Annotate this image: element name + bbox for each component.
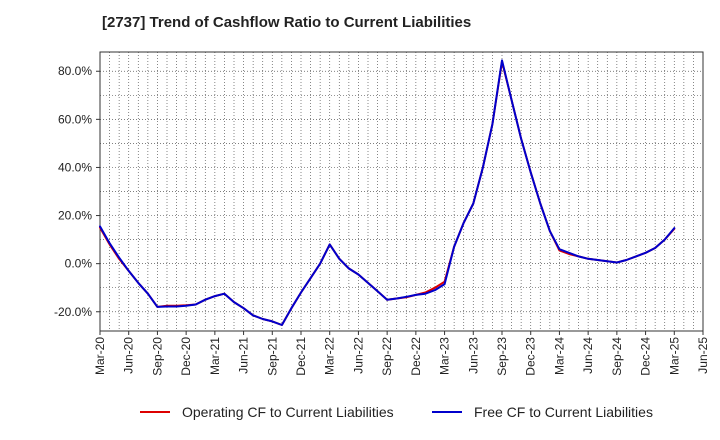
- x-tick-label: Jun-20: [122, 337, 136, 374]
- y-tick-label: 60.0%: [58, 112, 92, 126]
- x-tick-label: Mar-21: [208, 337, 222, 375]
- chart-title: [2737] Trend of Cashflow Ratio to Curren…: [102, 14, 472, 31]
- x-tick-label: Mar-23: [438, 337, 452, 375]
- legend-item-operating-cf: Operating CF to Current Liabilities: [140, 404, 394, 420]
- x-tick-label: Dec-22: [409, 337, 423, 376]
- y-tick-label: 80.0%: [58, 64, 92, 78]
- x-tick-label: Dec-20: [179, 337, 193, 376]
- y-tick-label: -20.0%: [54, 305, 92, 319]
- legend: Operating CF to Current Liabilities Free…: [0, 404, 720, 426]
- x-tick-label: Sep-21: [265, 337, 279, 376]
- x-tick-label: Mar-20: [93, 337, 107, 375]
- y-tick-label: 40.0%: [58, 160, 92, 174]
- y-tick-label: 0.0%: [65, 257, 93, 271]
- x-tick-label: Mar-22: [323, 337, 337, 375]
- plot-area: [100, 52, 703, 331]
- x-tick-label: Sep-22: [380, 337, 394, 376]
- x-tick-label: Jun-25: [696, 337, 710, 374]
- x-tick-label: Dec-24: [639, 337, 653, 376]
- plot-frame: [99, 51, 704, 332]
- legend-item-free-cf: Free CF to Current Liabilities: [432, 404, 653, 420]
- legend-swatch-free-cf: [432, 411, 462, 413]
- x-tick-label: Mar-25: [667, 337, 681, 375]
- x-tick-label: Jun-23: [466, 337, 480, 374]
- x-tick-label: Jun-24: [581, 337, 595, 374]
- legend-label-operating-cf: Operating CF to Current Liabilities: [182, 404, 394, 420]
- x-tick-label: Jun-21: [237, 337, 251, 374]
- legend-label-free-cf: Free CF to Current Liabilities: [474, 404, 653, 420]
- x-tick-label: Sep-23: [495, 337, 509, 376]
- x-tick-label: Dec-21: [294, 337, 308, 376]
- legend-swatch-operating-cf: [140, 411, 170, 413]
- x-tick-label: Dec-23: [524, 337, 538, 376]
- y-tick-label: 20.0%: [58, 209, 92, 223]
- series-line-free-cf: [99, 59, 676, 326]
- x-tick-label: Mar-24: [552, 337, 566, 375]
- x-tick-label: Jun-22: [351, 337, 365, 374]
- x-tick-label: Sep-24: [610, 337, 624, 376]
- x-tick-label: Sep-20: [150, 337, 164, 376]
